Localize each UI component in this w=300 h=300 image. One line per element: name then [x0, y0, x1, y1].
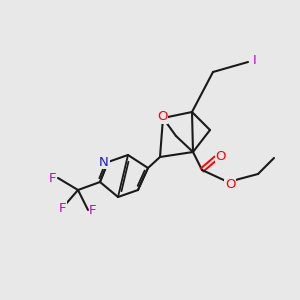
Text: N: N [99, 155, 109, 169]
Text: I: I [253, 55, 257, 68]
Text: O: O [216, 149, 226, 163]
Text: O: O [225, 178, 235, 190]
Text: F: F [59, 202, 67, 214]
Text: F: F [89, 205, 97, 218]
Text: F: F [49, 172, 57, 184]
Text: O: O [157, 110, 167, 124]
